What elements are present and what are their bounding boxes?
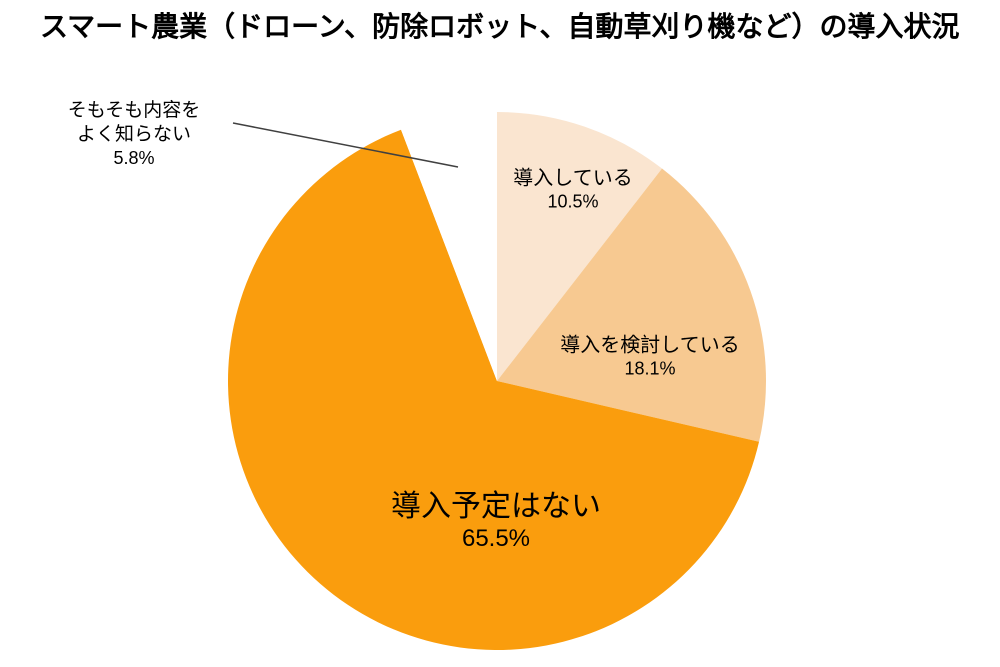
- slice-value-label: 5.8%: [113, 148, 155, 168]
- slice-label-text-line2: よく知らない: [76, 124, 191, 145]
- slice-label-implementing: 導入している 10.5%: [513, 168, 632, 213]
- slice-value-label: 10.5%: [547, 191, 599, 212]
- slice-label-text-line1: そもそも内容を: [67, 100, 201, 121]
- pie-slice-3: [401, 111, 497, 381]
- slice-label-no-plans: 導入予定はない 65.5%: [391, 490, 601, 554]
- slice-label-text: 導入している: [513, 167, 633, 190]
- pie-slice-2: [228, 129, 760, 650]
- slice-value-label: 18.1%: [624, 358, 676, 379]
- slice-label-considering: 導入を検討している 18.1%: [560, 335, 739, 380]
- pie-slices: [228, 111, 767, 650]
- callout-leader-line: [232, 122, 459, 168]
- pie-slice-0: [497, 112, 663, 381]
- slice-value-label: 65.5%: [461, 525, 531, 552]
- slice-label-text: 導入を検討している: [560, 334, 740, 357]
- pie-slice-1: [497, 168, 767, 442]
- slice-label-unfamiliar: そもそも内容を よく知らない 5.8%: [68, 99, 201, 169]
- slice-label-text: 導入予定はない: [391, 490, 601, 523]
- chart-title: スマート農業（ドローン、防除ロボット、自動草刈り機など）の導入状況: [40, 11, 960, 42]
